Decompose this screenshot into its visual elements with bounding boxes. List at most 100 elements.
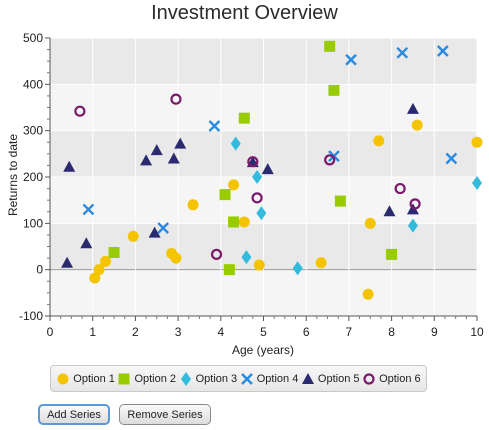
series-4 (82, 45, 458, 234)
data-point (256, 206, 267, 221)
legend-marker (301, 372, 314, 384)
x-tick-label: 2 (132, 325, 139, 339)
y-tick-label: -100 (19, 309, 43, 323)
x-tick-label: 3 (175, 325, 182, 339)
series-2 (108, 40, 398, 276)
data-point (157, 222, 170, 234)
series-3 (230, 136, 482, 276)
data-point (409, 198, 421, 210)
data-point (334, 195, 346, 207)
data-point (251, 192, 263, 204)
data-point (411, 119, 423, 131)
data-point (436, 45, 449, 57)
legend-marker-icon (57, 373, 69, 384)
axes: -100 0 100 200 300 400 500 0 1 2 3 4 5 6 7 8 9 10 (19, 31, 484, 339)
data-point (228, 179, 240, 191)
data-point (140, 154, 153, 166)
y-tick-label: 200 (23, 170, 43, 184)
data-point (241, 250, 252, 265)
data-point (383, 205, 396, 217)
data-point (108, 247, 120, 259)
legend-marker-icon (180, 371, 191, 386)
data-point (328, 84, 340, 96)
data-point (261, 163, 274, 175)
data-point (74, 105, 86, 117)
data-point (148, 226, 161, 238)
data-point (345, 53, 357, 66)
x-tick-label: 8 (388, 325, 395, 339)
data-point (406, 102, 419, 114)
y-tick-label: 0 (36, 263, 43, 277)
legend-marker-icon (118, 373, 130, 384)
data-point (208, 120, 221, 132)
data-point (219, 189, 231, 201)
data-point (252, 170, 263, 184)
x-tick-label: 5 (260, 325, 267, 339)
legend-marker-icon (240, 372, 253, 385)
data-point (471, 136, 483, 148)
legend-item-6: Option 6 (362, 372, 421, 386)
series-1 (89, 119, 483, 300)
data-point (386, 248, 398, 260)
data-point (445, 152, 458, 165)
legend-label: Option 3 (195, 372, 238, 385)
data-point (247, 156, 259, 168)
legend-label: Option 2 (134, 372, 177, 385)
legend-label: Option 6 (379, 372, 421, 385)
legend-item-1: Option 1 (56, 372, 115, 386)
legend-item-4: Option 4 (240, 372, 299, 386)
legend-marker (363, 372, 375, 385)
x-axis-title: Age (years) (232, 343, 294, 357)
chart-title: Investment Overview (151, 2, 338, 24)
data-point (170, 93, 182, 105)
data-point (396, 46, 409, 59)
legend-marker (118, 373, 130, 384)
data-point (93, 264, 105, 276)
data-point (150, 144, 163, 156)
legend-marker (57, 373, 69, 384)
legend-label: Option 1 (73, 372, 115, 385)
data-point (315, 257, 327, 269)
data-point (324, 154, 336, 166)
y-tick-label: 500 (23, 31, 43, 45)
data-point (63, 160, 76, 172)
data-point (238, 112, 250, 124)
data-point (223, 264, 235, 276)
data-point (127, 230, 139, 242)
data-point (328, 150, 340, 162)
data-point (174, 137, 187, 149)
add-series-button[interactable]: Add Series (38, 404, 110, 425)
scatter-chart: -100 0 100 200 300 400 500 0 1 2 3 4 5 6 7 8 9 10 Age (ye… (6, 31, 484, 357)
legend-item-3: Option 3 (179, 371, 238, 386)
legend: Option 1 Option 2 Option 3 Option 4 Option 5… (50, 365, 427, 392)
series-6 (74, 93, 421, 260)
y-tick-label: 300 (23, 124, 43, 138)
x-tick-label: 7 (346, 325, 353, 339)
data-point (394, 182, 406, 195)
x-tick-label: 10 (470, 325, 484, 339)
x-tick-label: 1 (89, 325, 96, 339)
data-point (364, 217, 376, 229)
legend-item-2: Option 2 (117, 372, 176, 386)
data-point (238, 216, 250, 228)
data-point (170, 252, 182, 264)
legend-marker (240, 372, 253, 385)
y-tick-label: 400 (23, 77, 43, 91)
data-point (253, 259, 265, 271)
legend-marker-icon (301, 372, 314, 384)
data-point (472, 176, 482, 191)
legend-marker-icon (363, 372, 375, 385)
legend-item-5: Option 5 (301, 372, 360, 386)
y-axis-title: Returns to date (6, 134, 20, 216)
data-point (324, 40, 336, 52)
data-point (89, 272, 101, 284)
data-point (407, 218, 418, 233)
legend-label: Option 4 (256, 372, 299, 385)
remove-series-button[interactable]: Remove Series (119, 404, 211, 425)
data-point (167, 152, 180, 164)
data-points (61, 40, 483, 300)
data-point (61, 256, 74, 268)
y-tick-label: 100 (23, 216, 43, 230)
data-point (80, 237, 93, 249)
data-point (100, 255, 112, 267)
